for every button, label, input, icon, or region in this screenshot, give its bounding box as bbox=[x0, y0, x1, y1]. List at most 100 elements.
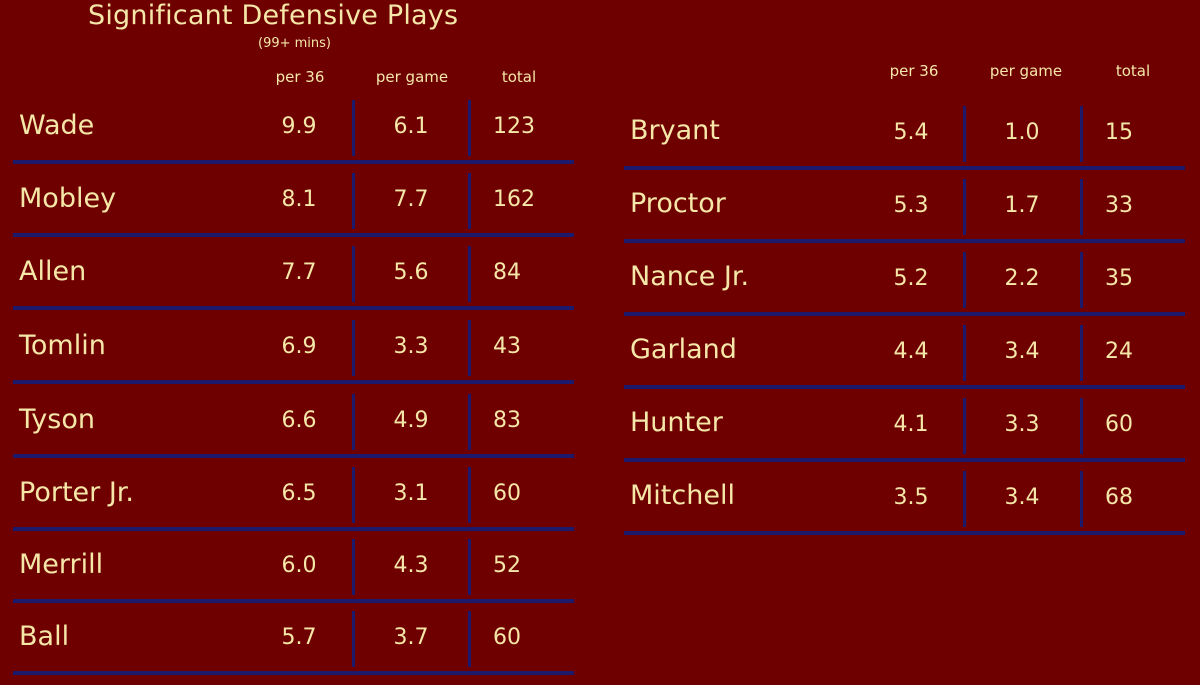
per36-value: 7.7 bbox=[281, 260, 317, 285]
table-row: Hunter 4.1 3.3 60 bbox=[624, 398, 1185, 471]
column-divider bbox=[963, 471, 966, 527]
table-row: Wade 9.9 6.1 123 bbox=[13, 100, 574, 173]
row-divider bbox=[624, 531, 1185, 535]
column-divider bbox=[468, 611, 471, 667]
column-divider bbox=[963, 325, 966, 381]
per36-value: 8.1 bbox=[281, 187, 317, 212]
row-divider bbox=[13, 306, 574, 310]
per-game-value: 7.7 bbox=[393, 187, 429, 212]
column-divider bbox=[352, 539, 355, 595]
player-name: Garland bbox=[630, 334, 737, 365]
column-divider bbox=[1080, 398, 1083, 454]
player-name: Allen bbox=[19, 256, 87, 287]
per-game-value: 6.1 bbox=[393, 114, 429, 139]
column-divider bbox=[352, 467, 355, 523]
per36-value: 5.2 bbox=[893, 266, 929, 291]
row-divider bbox=[13, 233, 574, 237]
player-name: Porter Jr. bbox=[19, 477, 134, 508]
per-game-value: 4.9 bbox=[393, 408, 429, 433]
total-value: 123 bbox=[493, 114, 535, 139]
page-subtitle: (99+ mins) bbox=[258, 36, 331, 51]
right-header-per36: per 36 bbox=[889, 62, 939, 80]
per36-value: 9.9 bbox=[281, 114, 317, 139]
player-name: Nance Jr. bbox=[630, 261, 750, 292]
per-game-value: 5.6 bbox=[393, 260, 429, 285]
total-value: 60 bbox=[493, 481, 521, 506]
per36-value: 6.5 bbox=[281, 481, 317, 506]
total-value: 60 bbox=[493, 625, 521, 650]
total-value: 43 bbox=[493, 334, 521, 359]
page-title: Significant Defensive Plays bbox=[88, 0, 459, 31]
row-divider bbox=[13, 454, 574, 458]
row-divider bbox=[624, 239, 1185, 243]
per36-value: 4.1 bbox=[893, 412, 929, 437]
player-name: Tyson bbox=[19, 404, 95, 435]
per36-value: 6.0 bbox=[281, 553, 317, 578]
total-value: 60 bbox=[1105, 412, 1133, 437]
per-game-value: 3.4 bbox=[1004, 339, 1040, 364]
table-row: Merrill 6.0 4.3 52 bbox=[13, 539, 574, 612]
per36-value: 3.5 bbox=[893, 485, 929, 510]
per-game-value: 3.4 bbox=[1004, 485, 1040, 510]
column-divider bbox=[963, 106, 966, 162]
row-divider bbox=[624, 385, 1185, 389]
table-row: Mitchell 3.5 3.4 68 bbox=[624, 471, 1185, 544]
table-row: Bryant 5.4 1.0 15 bbox=[624, 106, 1185, 179]
row-divider bbox=[13, 599, 574, 603]
row-divider bbox=[13, 527, 574, 531]
per-game-value: 3.3 bbox=[393, 334, 429, 359]
column-divider bbox=[963, 179, 966, 235]
column-divider bbox=[468, 539, 471, 595]
right-header-per-game: per game bbox=[989, 62, 1063, 80]
per36-value: 6.6 bbox=[281, 408, 317, 433]
per-game-value: 2.2 bbox=[1004, 266, 1040, 291]
per-game-value: 1.0 bbox=[1004, 120, 1040, 145]
player-name: Merrill bbox=[19, 549, 104, 580]
row-divider bbox=[624, 458, 1185, 462]
player-name: Mobley bbox=[19, 183, 117, 214]
column-divider bbox=[468, 320, 471, 376]
column-divider bbox=[352, 100, 355, 156]
total-value: 83 bbox=[493, 408, 521, 433]
column-divider bbox=[1080, 325, 1083, 381]
player-name: Proctor bbox=[630, 188, 726, 219]
column-divider bbox=[352, 320, 355, 376]
left-header-per36: per 36 bbox=[275, 68, 325, 86]
column-divider bbox=[468, 246, 471, 302]
right-header-total: total bbox=[1115, 62, 1151, 80]
player-name: Ball bbox=[19, 621, 70, 652]
row-divider bbox=[13, 671, 574, 675]
player-name: Tomlin bbox=[19, 330, 106, 361]
per-game-value: 3.1 bbox=[393, 481, 429, 506]
table-row: Proctor 5.3 1.7 33 bbox=[624, 179, 1185, 252]
per-game-value: 3.7 bbox=[393, 625, 429, 650]
row-divider bbox=[13, 160, 574, 164]
player-name: Mitchell bbox=[630, 480, 735, 511]
per36-value: 6.9 bbox=[281, 334, 317, 359]
column-divider bbox=[1080, 179, 1083, 235]
total-value: 24 bbox=[1105, 339, 1133, 364]
total-value: 162 bbox=[493, 187, 535, 212]
column-divider bbox=[963, 252, 966, 308]
row-divider bbox=[624, 166, 1185, 170]
total-value: 52 bbox=[493, 553, 521, 578]
row-divider bbox=[624, 312, 1185, 316]
per-game-value: 3.3 bbox=[1004, 412, 1040, 437]
table-row: Allen 7.7 5.6 84 bbox=[13, 246, 574, 319]
left-header-total: total bbox=[501, 68, 537, 86]
column-divider bbox=[468, 467, 471, 523]
column-divider bbox=[1080, 106, 1083, 162]
per-game-value: 1.7 bbox=[1004, 193, 1040, 218]
column-divider bbox=[352, 394, 355, 450]
table-row: Nance Jr. 5.2 2.2 35 bbox=[624, 252, 1185, 325]
table-row: Porter Jr. 6.5 3.1 60 bbox=[13, 467, 574, 540]
column-divider bbox=[1080, 471, 1083, 527]
player-name: Bryant bbox=[630, 115, 720, 146]
column-divider bbox=[963, 398, 966, 454]
per36-value: 5.4 bbox=[893, 120, 929, 145]
per36-value: 4.4 bbox=[893, 339, 929, 364]
total-value: 35 bbox=[1105, 266, 1133, 291]
column-divider bbox=[352, 173, 355, 229]
column-divider bbox=[1080, 252, 1083, 308]
table-row: Garland 4.4 3.4 24 bbox=[624, 325, 1185, 398]
